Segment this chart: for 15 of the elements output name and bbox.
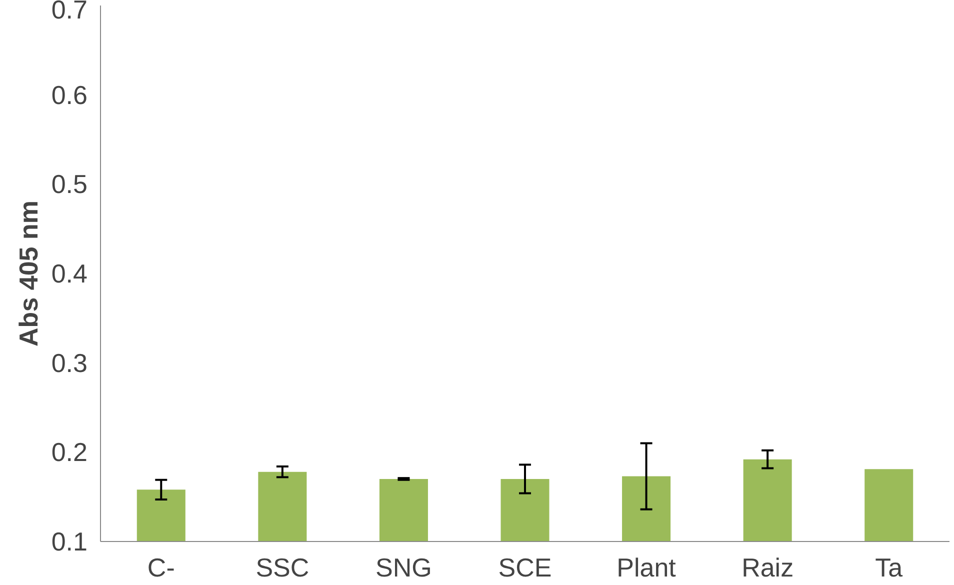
x-tick-label: SCE [498,552,552,582]
x-tick-label: SSC [256,552,310,582]
x-tick-label: Ta [875,552,904,582]
y-tick-label: 0.5 [51,169,88,200]
y-axis-title: Abs 405 nm [13,200,44,346]
x-tick-label: C- [147,552,175,582]
x-tick-label: Raiz [742,552,794,582]
y-tick-label: 0.6 [51,80,88,110]
x-tick-label: Plant [616,552,677,582]
y-tick-label: 0.2 [51,437,88,468]
y-tick-label: 0.7 [51,0,88,24]
y-tick-label: 0.3 [51,348,88,378]
y-tick-label: 0.4 [51,258,88,288]
y-tick-label: 0.1 [51,526,88,556]
x-tick-label: SNG [376,552,432,582]
